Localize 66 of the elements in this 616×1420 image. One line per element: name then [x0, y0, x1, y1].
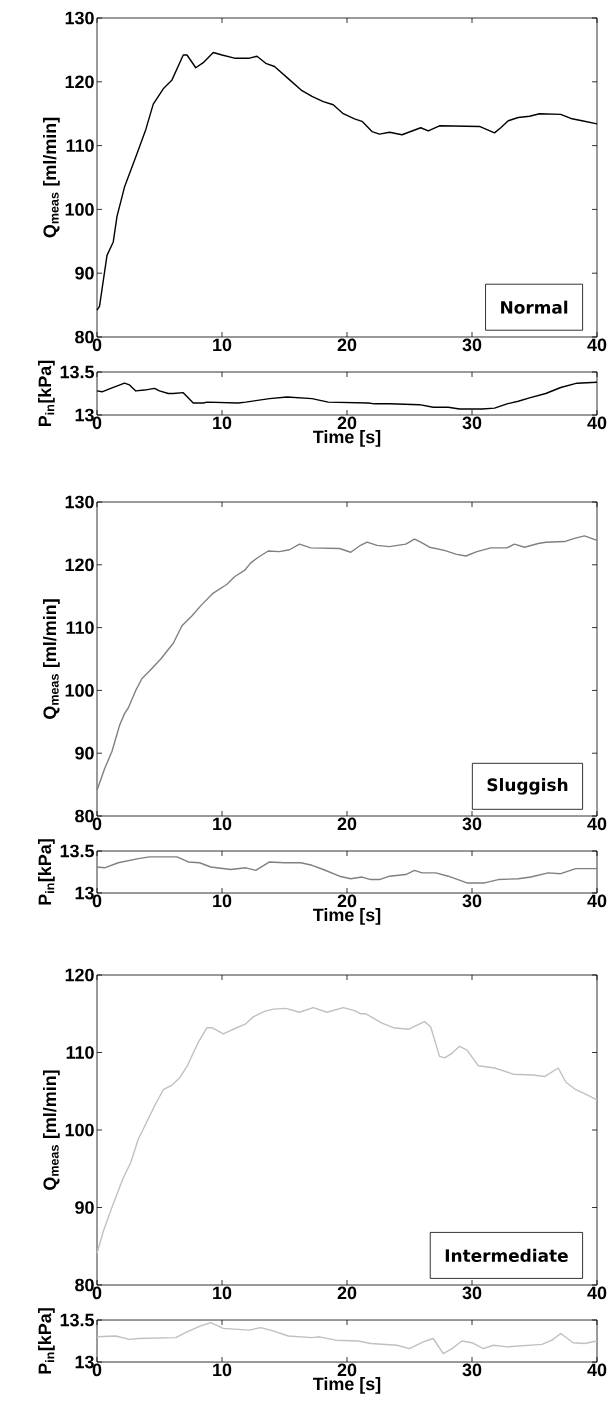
y-tick-label: 13 [75, 1355, 94, 1369]
y-tick-label: 110 [66, 1046, 94, 1059]
x-tick-label: 30 [462, 338, 482, 352]
x-tick-label: 20 [337, 1286, 357, 1300]
y-tick-label: 110 [66, 621, 94, 634]
y-tick-label: 120 [65, 558, 94, 572]
y-tick-label: 130 [65, 495, 94, 509]
x-tick-label: 0 [92, 817, 102, 831]
x-tick-label: 30 [462, 817, 482, 831]
y-tick-label: 90 [75, 746, 94, 760]
y-tick-label: 90 [75, 1201, 94, 1214]
x-tick-label: 0 [92, 894, 102, 908]
x-tick-label: 20 [337, 338, 357, 352]
y-tick-label: 100 [65, 1123, 94, 1137]
x-tick-label: 10 [213, 416, 232, 430]
x-tick-label: 10 [213, 817, 232, 831]
annotation: Normal [501, 300, 568, 314]
annotation: Intermediate [445, 1248, 568, 1262]
line-series [96, 1321, 598, 1355]
y-tick-label: 13.5 [60, 365, 94, 379]
x-tick-label: 10 [213, 894, 232, 908]
y-tick-label: 80 [75, 330, 94, 344]
x-tick-label: 20 [337, 894, 357, 908]
x-tick-label: 10 [213, 1363, 232, 1377]
x-tick-label: 20 [337, 416, 357, 430]
y-axis-title: P$_{in}$[kPa] [38, 360, 55, 427]
y-axis-title: Q$_{meas}$ [ml/min] [43, 599, 60, 719]
x-tick-label: 20 [337, 817, 357, 831]
y-tick-label: 130 [65, 11, 94, 25]
y-tick-label: 120 [65, 75, 94, 89]
y-tick-label: 100 [65, 684, 94, 697]
x-axis-title: Time [s] [312, 908, 381, 925]
x-tick-label: 0 [92, 1286, 102, 1300]
y-tick-label: 13.5 [60, 844, 94, 858]
x-tick-label: 30 [462, 416, 482, 430]
x-tick-label: 0 [92, 1363, 102, 1377]
x-tick-label: 0 [92, 338, 102, 352]
x-tick-label: 40 [587, 1286, 607, 1300]
y-axis-title: Q$_{meas}$ [ml/min] [43, 117, 60, 238]
x-axis-title: Time [s] [312, 1377, 381, 1394]
y-tick-label: 13.5 [60, 1313, 94, 1327]
x-tick-label: 30 [462, 1363, 482, 1377]
x-tick-label: 40 [587, 338, 607, 352]
x-tick-label: 40 [587, 817, 607, 831]
x-tick-label: 10 [213, 1286, 232, 1300]
y-tick-label: 110 [66, 139, 94, 152]
x-tick-label: 10 [213, 338, 232, 352]
y-axis-title: P$_{in}$[kPa] [38, 839, 55, 905]
y-tick-label: 80 [75, 809, 94, 823]
x-tick-label: 40 [587, 1363, 607, 1377]
annotation: Sluggish [487, 778, 568, 795]
y-axis-title: Q$_{meas}$ [ml/min] [43, 1070, 60, 1190]
y-tick-label: 100 [65, 203, 94, 216]
y-tick-label: 90 [75, 266, 94, 280]
x-tick-label: 30 [462, 1286, 482, 1300]
y-tick-label: 13 [75, 408, 94, 422]
x-axis-title: Time [s] [312, 430, 381, 447]
y-tick-label: 13 [75, 886, 94, 900]
x-tick-label: 40 [587, 894, 607, 908]
x-tick-label: 20 [337, 1363, 357, 1377]
x-tick-label: 30 [462, 894, 482, 908]
y-tick-label: 80 [75, 1278, 94, 1292]
x-tick-label: 0 [92, 416, 102, 430]
y-tick-label: 120 [65, 968, 94, 982]
x-tick-label: 40 [587, 416, 607, 430]
y-axis-title: P$_{in}$[kPa] [38, 1308, 55, 1374]
